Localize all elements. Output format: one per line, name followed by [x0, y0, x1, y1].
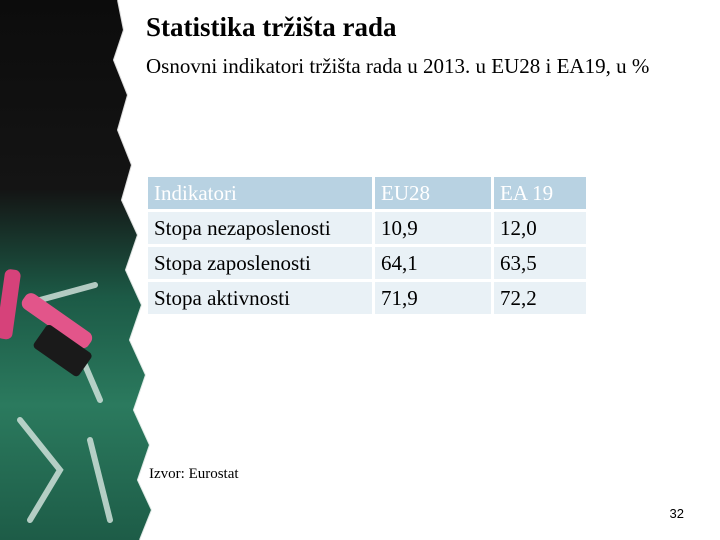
header-indikatori: Indikatori — [148, 177, 372, 209]
ea19-value: 12,0 — [494, 212, 586, 244]
header-ea19: EA 19 — [494, 177, 586, 209]
table-row: Stopa nezaposlenosti 10,9 12,0 — [148, 212, 586, 244]
eu28-value: 71,9 — [375, 282, 491, 314]
ea19-value: 72,2 — [494, 282, 586, 314]
eu28-value: 10,9 — [375, 212, 491, 244]
table-row: Stopa aktivnosti 71,9 72,2 — [148, 282, 586, 314]
ea19-value: 63,5 — [494, 247, 586, 279]
row-label: Stopa aktivnosti — [148, 282, 372, 314]
page-number: 32 — [669, 506, 684, 521]
row-label: Stopa nezaposlenosti — [148, 212, 372, 244]
chalkboard-decoration — [0, 0, 154, 540]
header-eu28: EU28 — [375, 177, 491, 209]
source-note: Izvor: Eurostat — [149, 466, 239, 482]
pink-chalk-image — [0, 269, 93, 377]
eu28-value: 64,1 — [375, 247, 491, 279]
table-header-row: Indikatori EU28 EA 19 — [148, 177, 586, 209]
row-label: Stopa zaposlenosti — [148, 247, 372, 279]
slide-title: Statistika tržišta rada — [146, 12, 397, 42]
indicators-table: Indikatori EU28 EA 19 Stopa nezaposlenos… — [145, 174, 589, 317]
slide-subtitle: Osnovni indikatori tržišta rada u 2013. … — [146, 54, 650, 78]
table-row: Stopa zaposlenosti 64,1 63,5 — [148, 247, 586, 279]
